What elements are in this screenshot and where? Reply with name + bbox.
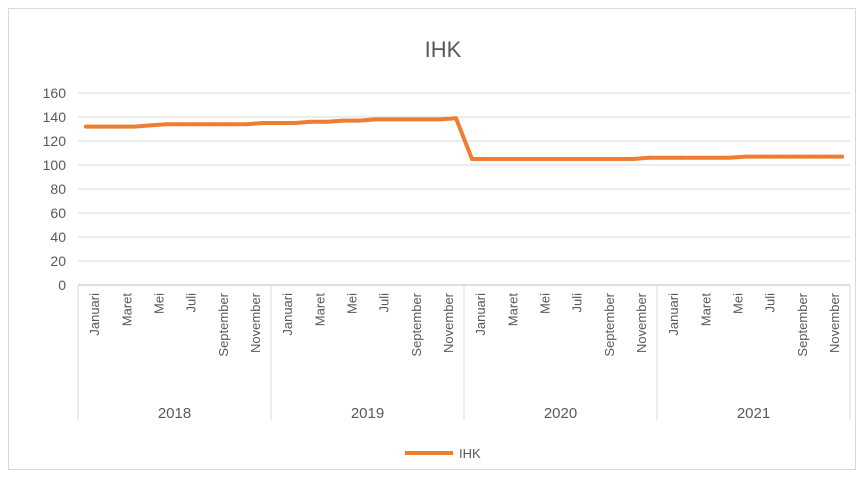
- data-point: [260, 121, 265, 125]
- x-category-label: November: [441, 292, 456, 353]
- data-point: [550, 157, 555, 161]
- y-tick-label: 40: [50, 229, 66, 245]
- series-layer: [84, 116, 844, 161]
- gridlines: [78, 92, 850, 286]
- data-point: [309, 119, 314, 124]
- data-point: [582, 157, 587, 161]
- y-tick-label: 80: [50, 181, 66, 197]
- x-category-label: Maret: [312, 293, 327, 327]
- data-point: [132, 124, 137, 129]
- x-category-label: Mei: [730, 293, 745, 314]
- x-category-label: Juli: [377, 293, 392, 313]
- x-category-label: November: [634, 292, 649, 353]
- data-point: [164, 122, 169, 127]
- data-point: [470, 157, 475, 161]
- data-point: [453, 116, 458, 121]
- data-point: [180, 122, 185, 127]
- data-point: [534, 157, 539, 161]
- x-category-label: Mei: [344, 293, 359, 314]
- x-category-label: Maret: [119, 293, 134, 327]
- y-axis: 0 20 40 60 80 100 120 140 160: [43, 85, 67, 293]
- data-point: [663, 155, 668, 160]
- data-point: [598, 157, 603, 161]
- data-point: [614, 157, 619, 161]
- data-point: [341, 118, 346, 123]
- data-point: [630, 157, 635, 161]
- data-point: [775, 154, 780, 159]
- data-point: [518, 157, 523, 161]
- data-point: [389, 117, 394, 122]
- x-category-label: Januari: [87, 293, 102, 336]
- data-point: [502, 157, 507, 161]
- y-tick-label: 120: [43, 133, 67, 149]
- data-point: [373, 117, 378, 122]
- data-point: [100, 124, 105, 129]
- x-group-label: 2019: [351, 405, 384, 422]
- series-line-ihk: [84, 116, 844, 161]
- data-point: [791, 154, 796, 159]
- data-point: [212, 122, 217, 127]
- data-point: [743, 154, 748, 159]
- x-axis: Januari Maret Mei Juli September November 2018…: [77, 285, 851, 422]
- x-category-label: Januari: [473, 293, 488, 336]
- data-point: [566, 157, 571, 161]
- y-tick-label: 0: [58, 277, 66, 293]
- x-category-label: Juli: [184, 293, 199, 313]
- x-category-label: Mei: [151, 293, 166, 314]
- x-category-label: Mei: [537, 293, 552, 314]
- chart-frame: [8, 8, 856, 470]
- data-point: [727, 155, 732, 160]
- x-category-label: Maret: [505, 293, 520, 327]
- data-point: [84, 124, 89, 129]
- data-point: [277, 121, 282, 125]
- x-category-label: Juli: [763, 293, 778, 313]
- data-point: [196, 122, 201, 127]
- x-category-label: Januari: [280, 293, 295, 336]
- data-point: [823, 154, 828, 159]
- data-point: [711, 155, 716, 160]
- data-point: [437, 117, 442, 122]
- x-category-label: Maret: [698, 293, 713, 327]
- y-tick-label: 100: [43, 157, 67, 173]
- data-point: [486, 157, 491, 161]
- data-point: [293, 121, 298, 125]
- x-category-label: November: [827, 292, 842, 353]
- y-tick-label: 60: [50, 205, 66, 221]
- x-category-label: Juli: [570, 293, 585, 313]
- x-group-label: 2021: [737, 405, 770, 422]
- y-tick-label: 140: [43, 109, 67, 125]
- data-point: [405, 117, 410, 122]
- x-group-label: 2020: [544, 405, 577, 422]
- data-point: [646, 155, 651, 160]
- x-category-label: September: [216, 292, 231, 356]
- y-tick-label: 160: [43, 85, 67, 101]
- x-group-label: 2018: [158, 405, 191, 422]
- data-point: [759, 154, 764, 159]
- data-point: [228, 122, 233, 127]
- data-point: [695, 155, 700, 160]
- data-point: [421, 117, 426, 122]
- legend-label: IHK: [459, 446, 481, 461]
- y-tick-label: 20: [50, 253, 66, 269]
- data-point: [807, 154, 812, 159]
- x-category-label: September: [602, 292, 617, 356]
- data-point: [244, 122, 249, 127]
- data-point: [325, 119, 330, 124]
- x-category-label: September: [795, 292, 810, 356]
- data-point: [148, 123, 153, 128]
- data-point: [357, 118, 362, 123]
- data-point: [679, 155, 684, 160]
- x-category-label: September: [409, 292, 424, 356]
- x-category-label: Januari: [666, 293, 681, 336]
- legend: IHK: [405, 446, 481, 461]
- data-point: [839, 154, 844, 159]
- data-point: [116, 124, 121, 129]
- chart-title: IHK: [425, 37, 462, 62]
- x-category-label: November: [248, 292, 263, 353]
